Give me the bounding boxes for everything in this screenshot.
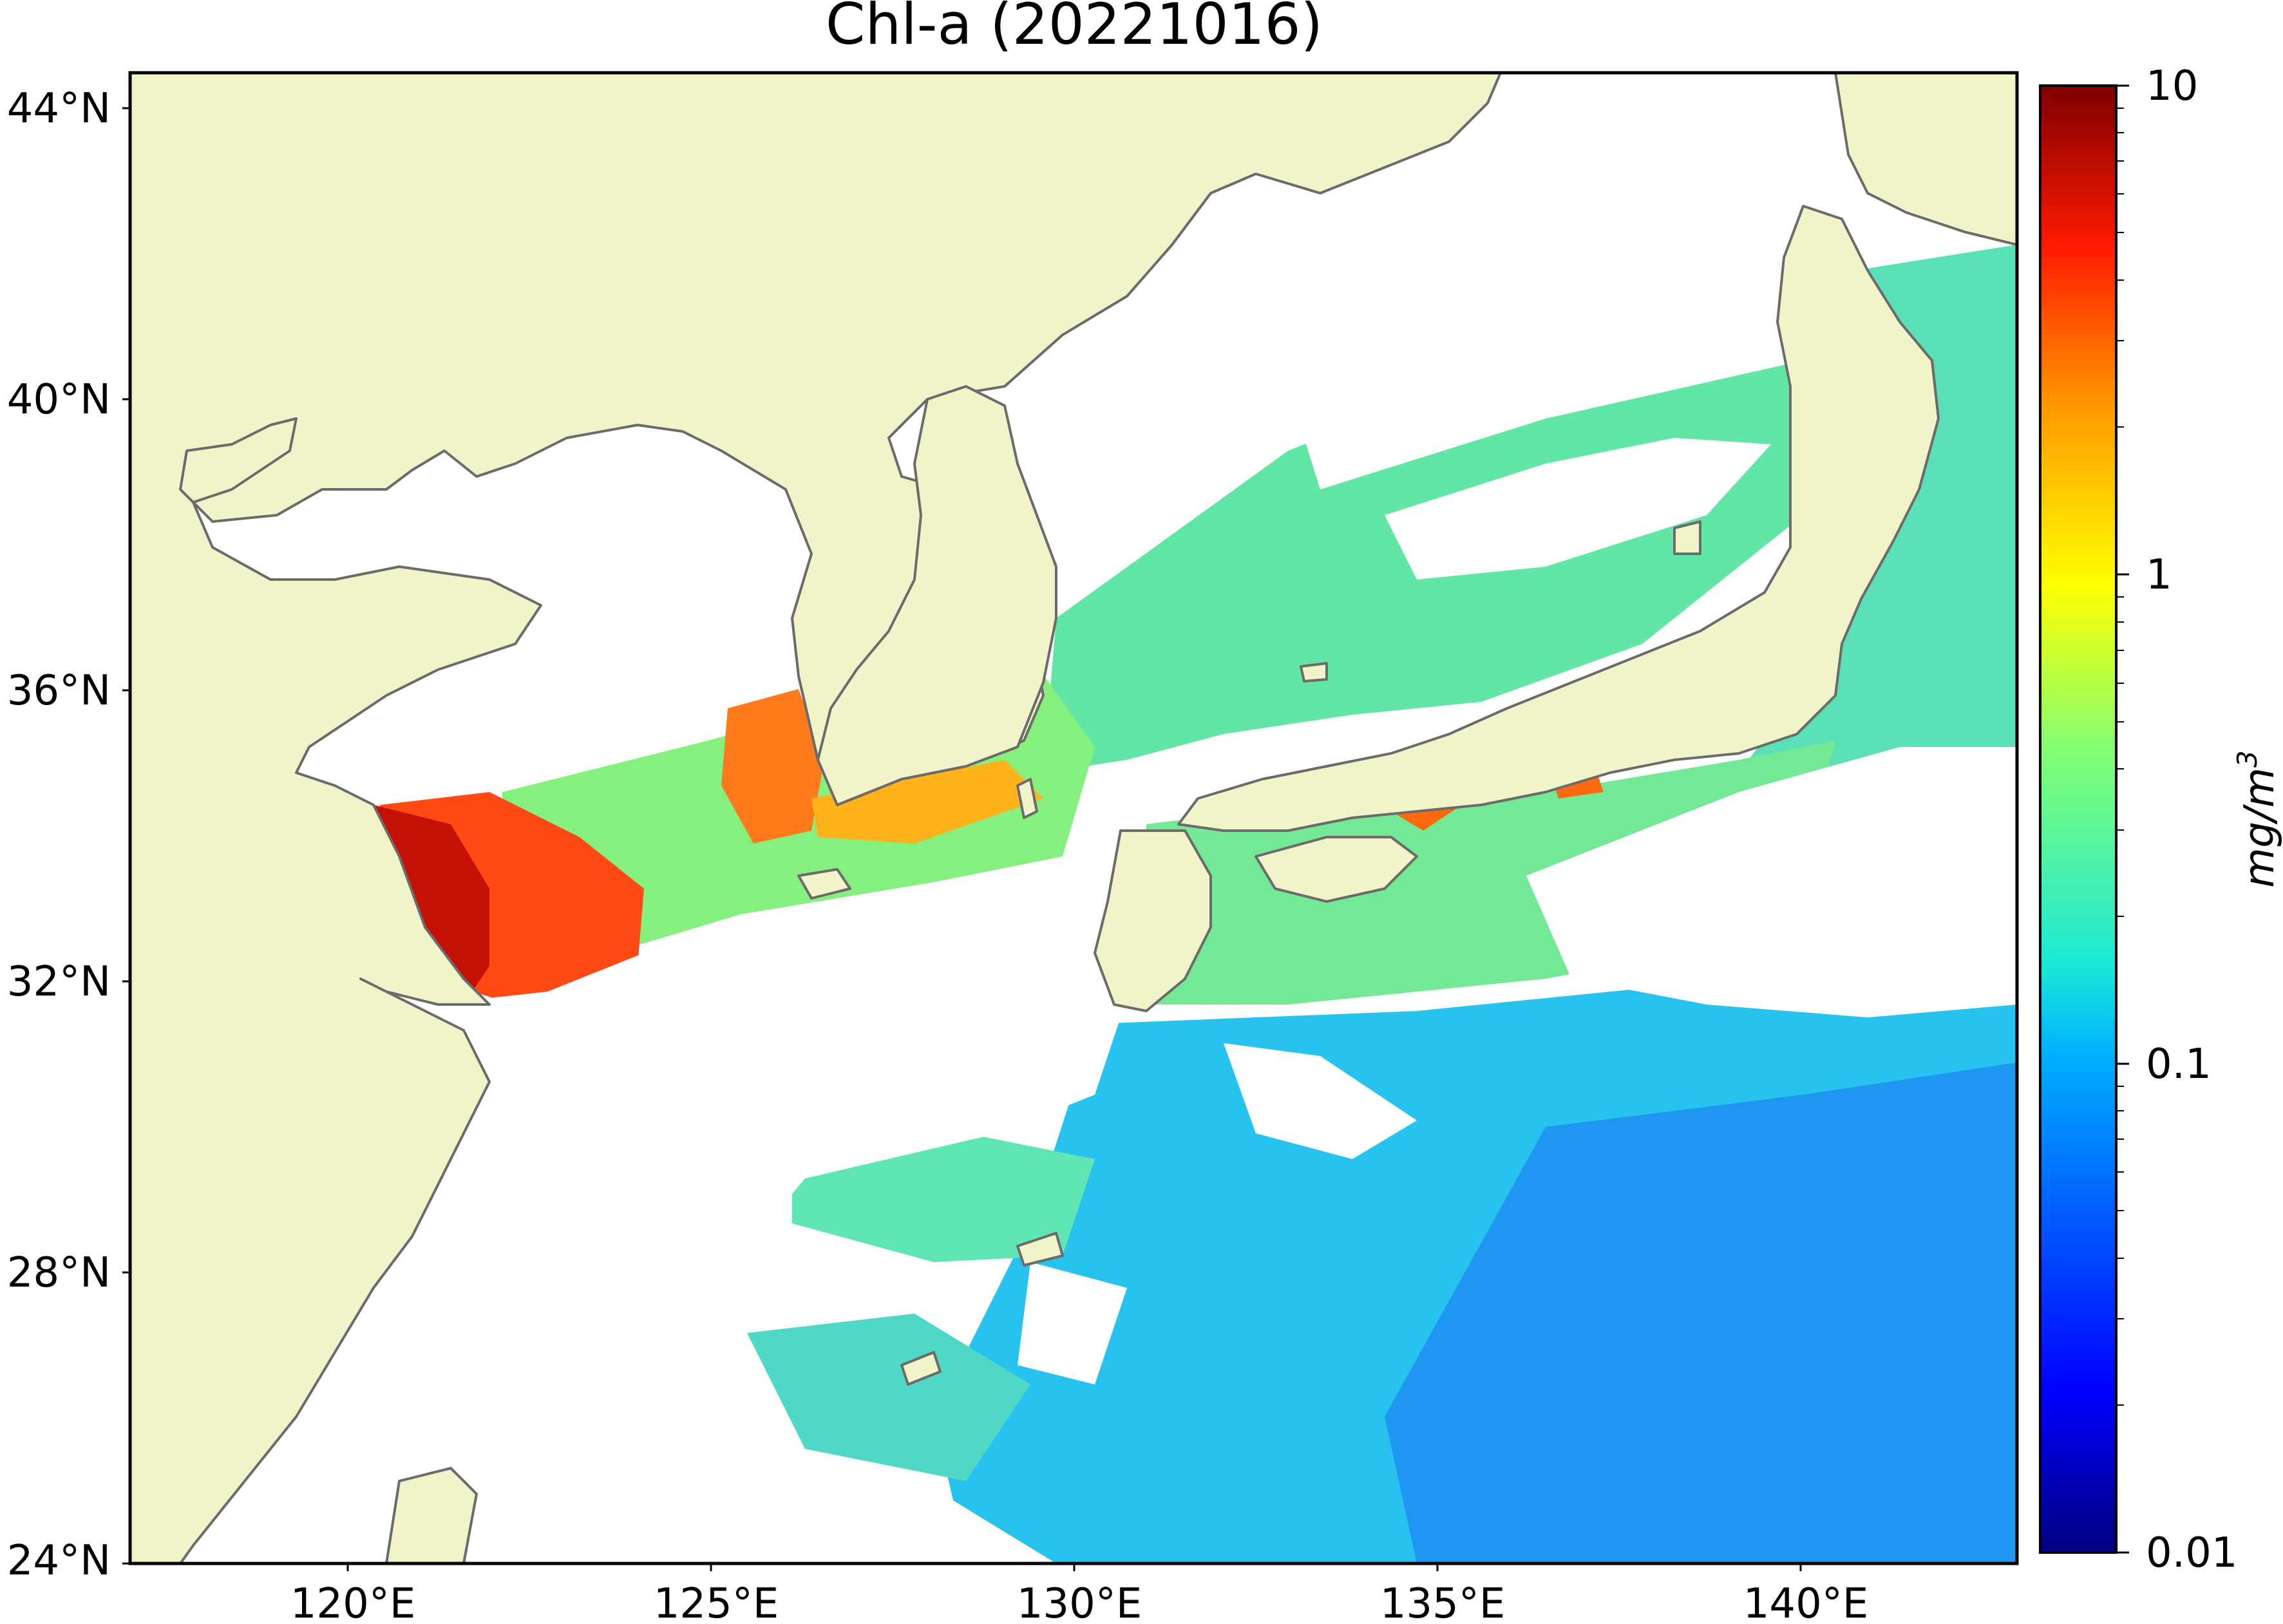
sado-island — [1673, 520, 1701, 555]
low-chl-eddy-region — [1385, 1062, 2017, 1563]
jeju-island — [797, 868, 851, 900]
longitude-axis: 120°E 125°E 130°E 135°E 140°E — [290, 1563, 1869, 1624]
cloud-patch-ryukyu — [1018, 1262, 1127, 1384]
colorbar-unit-superscript: 3 — [2231, 750, 2263, 768]
lon-label-120e: 120°E — [290, 1580, 416, 1624]
cbar-label-0-1: 0.1 — [2146, 1041, 2212, 1088]
cloud-patch-sea-of-japan-mid — [1385, 438, 1771, 580]
lat-label-28n: 28°N — [7, 1249, 111, 1297]
korea-strait-high-chl — [721, 689, 824, 844]
korea-south-coast-chl — [811, 760, 1043, 844]
taiwan — [385, 1467, 478, 1563]
jiangsu-coast-max-chl — [374, 805, 489, 1005]
cbar-minor-ticks — [2116, 108, 2124, 1406]
map-panel — [130, 73, 2017, 1563]
amami-islands — [1016, 1232, 1064, 1267]
lon-label-135e: 135°E — [1380, 1580, 1506, 1624]
lon-label-140e: 140°E — [1743, 1580, 1869, 1624]
colorbar-gradient — [2039, 84, 2117, 1554]
colorbar-unit-label: mg/m3 — [2231, 750, 2283, 888]
ryukyu-chl-region — [792, 1133, 1095, 1262]
tsushima-island — [1016, 778, 1038, 819]
lon-label-130e: 130°E — [1017, 1580, 1142, 1624]
lat-label-24n: 24°N — [7, 1537, 111, 1585]
lon-label-125e: 125°E — [654, 1580, 779, 1624]
map-title: Chl-a (20221016) — [826, 0, 1323, 57]
cloud-patch-pacific — [1224, 1043, 1417, 1159]
cloud-patch-south-japan — [1526, 747, 2017, 1017]
lat-label-36n: 36°N — [7, 667, 111, 715]
korean-peninsula — [817, 385, 1057, 806]
cbar-label-0-01: 0.01 — [2146, 1529, 2238, 1577]
cbar-label-1: 1 — [2146, 551, 2172, 599]
cbar-label-10: 10 — [2146, 62, 2198, 110]
land-masses — [130, 73, 2017, 1563]
lat-label-40n: 40°N — [7, 376, 111, 424]
colorbar: 10 1 0.1 0.01 mg/m3 — [2039, 62, 2283, 1577]
japan-honshu — [1177, 205, 1940, 832]
lat-label-44n: 44°N — [7, 85, 111, 133]
oki-islands — [1300, 662, 1328, 683]
colorbar-unit-base: mg/m — [2236, 768, 2283, 888]
china-mainland — [130, 73, 1502, 1563]
cloud-patch-sea-of-japan-north — [1288, 258, 1803, 489]
okinawa-chl-region — [747, 1314, 1030, 1481]
okinawa-island — [900, 1351, 942, 1386]
lat-label-32n: 32°N — [7, 958, 111, 1006]
latitude-axis: 44°N 40°N 36°N 32°N 28°N 24°N — [7, 85, 130, 1585]
japan-hokkaido — [1834, 73, 2017, 246]
japan-shikoku — [1255, 836, 1418, 903]
japan-kyushu — [1094, 829, 1212, 1012]
